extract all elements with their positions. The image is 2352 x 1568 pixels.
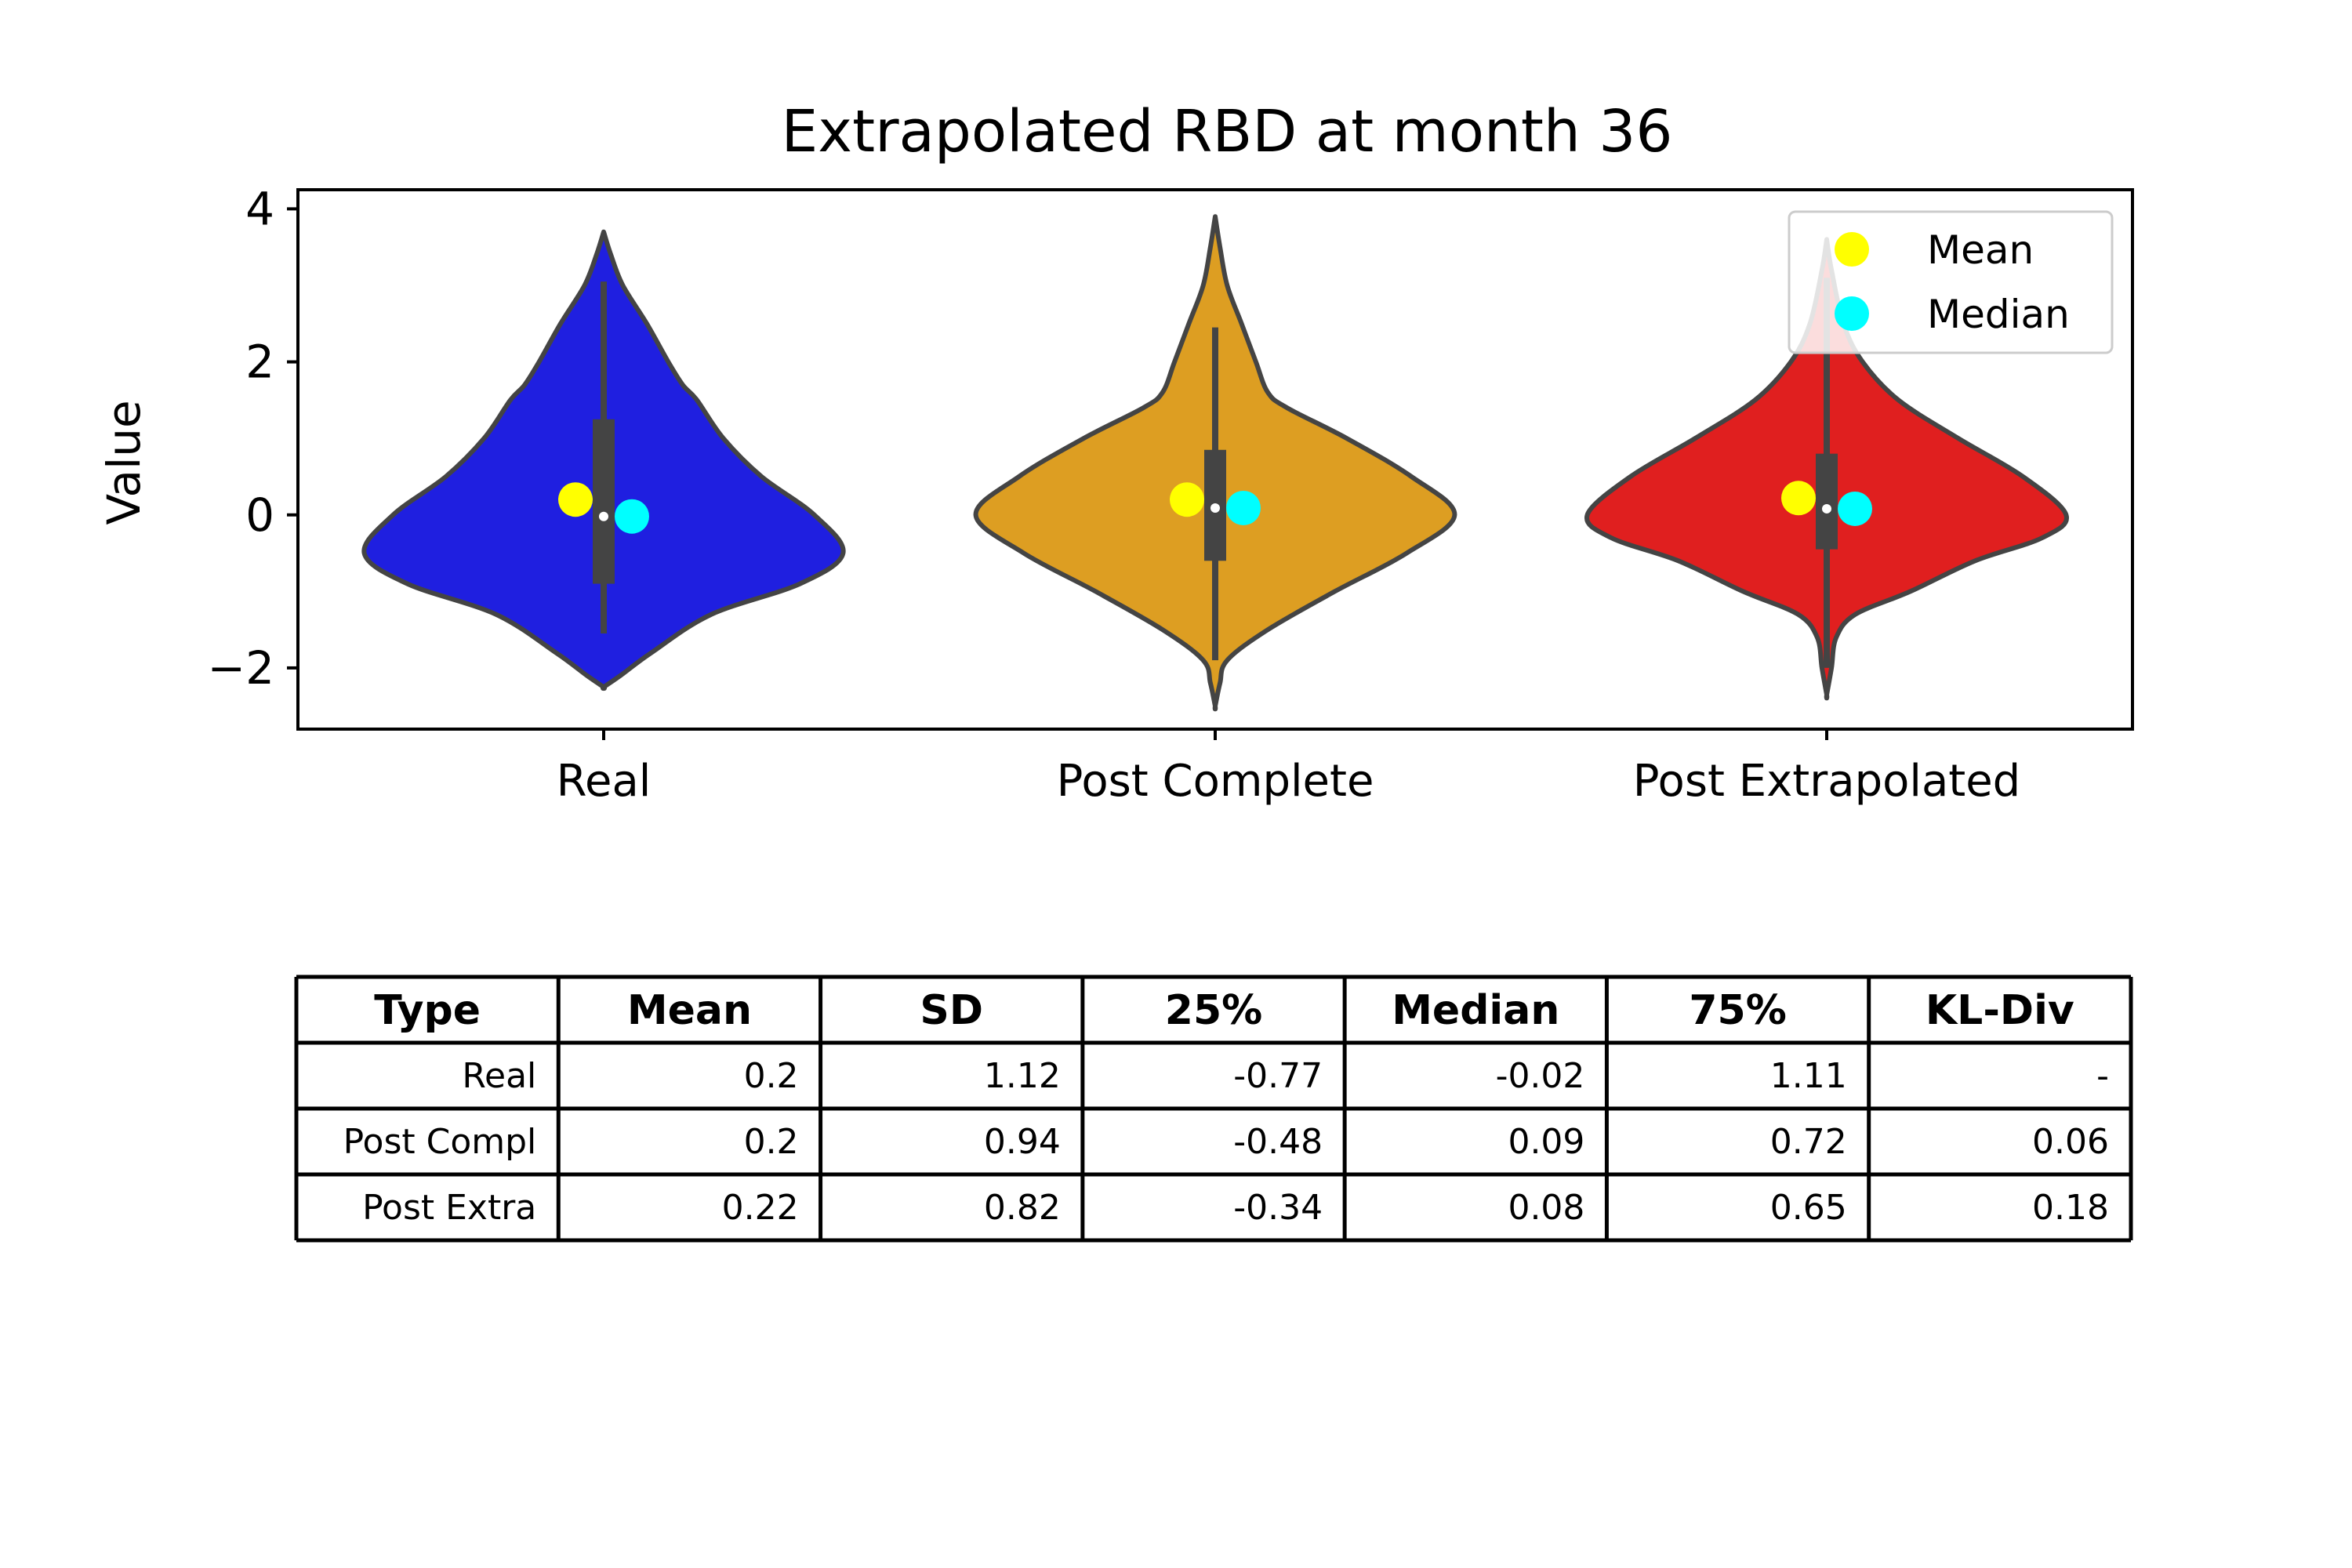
chart-title: Extrapolated RBD at month 36	[782, 98, 1673, 165]
table-cell: 0.06	[2032, 1122, 2109, 1162]
table-cell: 0.18	[2032, 1188, 2109, 1228]
table-cell: 0.72	[1770, 1122, 1847, 1162]
table-cell: -0.77	[1233, 1056, 1323, 1096]
table-cell: 0.22	[722, 1188, 799, 1228]
table-cell: 0.94	[984, 1122, 1061, 1162]
x-tick-label: Real	[557, 756, 652, 807]
y-tick-label: 2	[245, 336, 274, 389]
table-cell: -0.34	[1233, 1188, 1323, 1228]
table-cell: -0.48	[1233, 1122, 1323, 1162]
median-marker	[1838, 491, 1872, 526]
plot-area: 4 2 0 −2 Real Post Complete Post Extrapolated	[208, 182, 2134, 807]
legend-box	[1788, 210, 2114, 354]
table-header-cell: KL-Div	[1926, 987, 2074, 1034]
legend-marker	[1835, 296, 1869, 331]
table-header-cell: Mean	[627, 987, 752, 1034]
violin-median-dot	[1210, 503, 1220, 513]
table-cell: 0.09	[1508, 1122, 1584, 1162]
table-cell: 0.65	[1770, 1188, 1847, 1228]
table-header-cell: Median	[1392, 987, 1559, 1034]
median-marker	[1226, 490, 1261, 525]
table-cell: 1.11	[1770, 1056, 1847, 1096]
table-header-cell: SD	[920, 987, 983, 1034]
legend-marker	[1835, 232, 1869, 267]
table-header-cell: 25%	[1165, 987, 1262, 1034]
table-cell: 1.12	[984, 1056, 1061, 1096]
legend-label: Mean	[1927, 227, 2034, 273]
table-cell: Post Compl	[343, 1122, 537, 1162]
mean-marker	[1781, 481, 1816, 516]
table-header-cell: 75%	[1689, 987, 1786, 1034]
x-tick-label: Post Complete	[1057, 756, 1374, 807]
table-cell: Real	[462, 1056, 536, 1096]
table-cell: 0.08	[1508, 1188, 1584, 1228]
x-tick-label: Post Extrapolated	[1633, 756, 2020, 807]
mean-marker	[1170, 482, 1204, 517]
table-cell: Post Extra	[362, 1188, 536, 1228]
y-tick-label: 0	[245, 488, 274, 542]
table-cell: 0.2	[744, 1122, 799, 1162]
legend-label: Median	[1927, 292, 2070, 337]
legend: Mean Median	[1788, 210, 2114, 354]
table-cell: -	[2096, 1056, 2109, 1096]
violin-median-dot	[599, 511, 608, 521]
table-header-cell: Type	[374, 987, 481, 1034]
violin-iqr-box	[593, 419, 615, 584]
violin-median-dot	[1822, 503, 1831, 514]
mean-marker	[558, 482, 593, 517]
table-cell: 0.2	[744, 1056, 799, 1096]
y-tick-label: −2	[208, 641, 275, 695]
violin-iqr-box	[1816, 453, 1838, 550]
y-tick-label: 4	[245, 182, 274, 235]
y-axis-label: Value	[97, 400, 151, 524]
median-marker	[615, 499, 649, 534]
table-cell: 0.82	[984, 1188, 1061, 1228]
summary-table: Type Mean SD 25% Median 75% KL-Div Real 0.2 1.12 -…	[294, 975, 2133, 1243]
table-cell: -0.02	[1496, 1056, 1585, 1096]
